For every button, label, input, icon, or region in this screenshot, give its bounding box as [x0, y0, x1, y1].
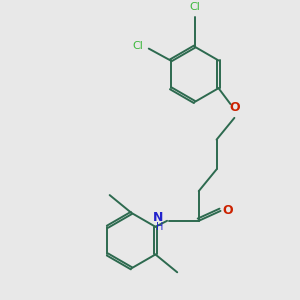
Text: H: H	[156, 222, 163, 232]
Text: O: O	[229, 101, 240, 115]
Text: O: O	[222, 204, 233, 218]
Text: N: N	[153, 211, 163, 224]
Text: Cl: Cl	[132, 40, 143, 51]
Text: Cl: Cl	[189, 2, 200, 12]
